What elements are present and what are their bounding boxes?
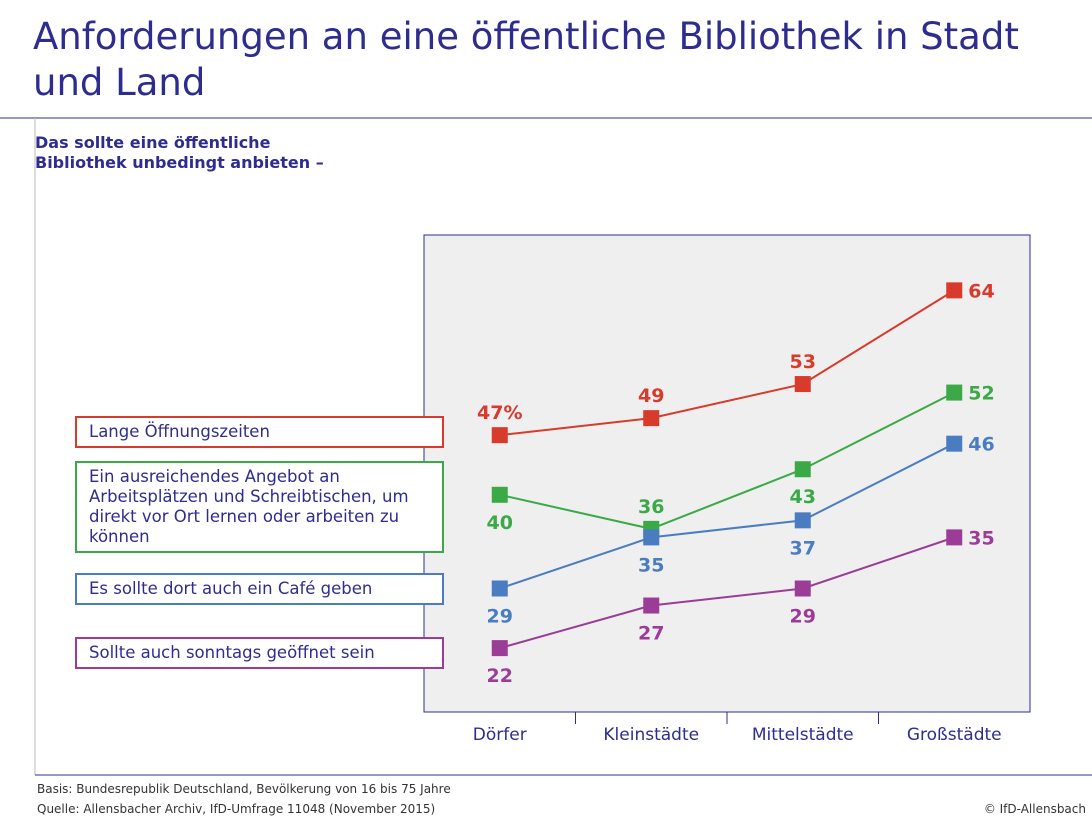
marker [795, 376, 811, 392]
marker [795, 512, 811, 528]
data-label: 35 [968, 527, 994, 549]
data-label: 27 [638, 623, 664, 645]
x-tick-label: Mittelstädte [752, 725, 854, 745]
data-label: 64 [968, 280, 994, 302]
data-label: 35 [638, 554, 664, 576]
marker [643, 410, 659, 426]
marker [946, 529, 962, 545]
data-label: 22 [487, 665, 513, 687]
marker [946, 385, 962, 401]
data-label: 52 [968, 383, 994, 405]
copyright: © IfD-Allensbach [984, 802, 1086, 816]
marker [492, 580, 508, 596]
legend-entry: Sollte auch sonntags geöffnet sein [75, 637, 444, 669]
marker [492, 427, 508, 443]
data-label: 43 [790, 486, 816, 508]
plot-area [424, 235, 1030, 712]
x-tick-label: Dörfer [473, 725, 527, 745]
note: Basis: Bundesrepublik Deutschland, Bevöl… [37, 782, 451, 796]
marker [643, 529, 659, 545]
data-label: 36 [638, 496, 664, 518]
marker [492, 640, 508, 656]
data-label: 53 [790, 351, 816, 373]
data-label: 46 [968, 434, 994, 456]
x-tick-label: Großstädte [907, 725, 1002, 745]
legend-entry: Ein ausreichendes Angebot an Arbeitsplät… [75, 461, 444, 553]
marker [795, 580, 811, 596]
marker [492, 487, 508, 503]
note: Quelle: Allensbacher Archiv, IfD-Umfrage… [37, 802, 435, 816]
marker [946, 436, 962, 452]
data-label: 29 [790, 605, 816, 627]
x-tick-label: Kleinstädte [603, 725, 699, 745]
page: {"chart_data": {"type": "line", "title":… [0, 0, 1092, 822]
data-label: 29 [487, 605, 513, 627]
legend-entry: Lange Öffnungszeiten [75, 416, 444, 448]
data-label: 37 [790, 537, 816, 559]
data-label: 47% [477, 402, 522, 424]
marker [946, 282, 962, 298]
data-label: 40 [487, 512, 513, 534]
marker [643, 598, 659, 614]
data-label: 49 [638, 385, 664, 407]
chart: Dörfer Kleinstädte Mittelstädte Großstädte 4… [0, 0, 1092, 822]
marker [795, 461, 811, 477]
legend-entry: Es sollte dort auch ein Café geben [75, 573, 444, 605]
